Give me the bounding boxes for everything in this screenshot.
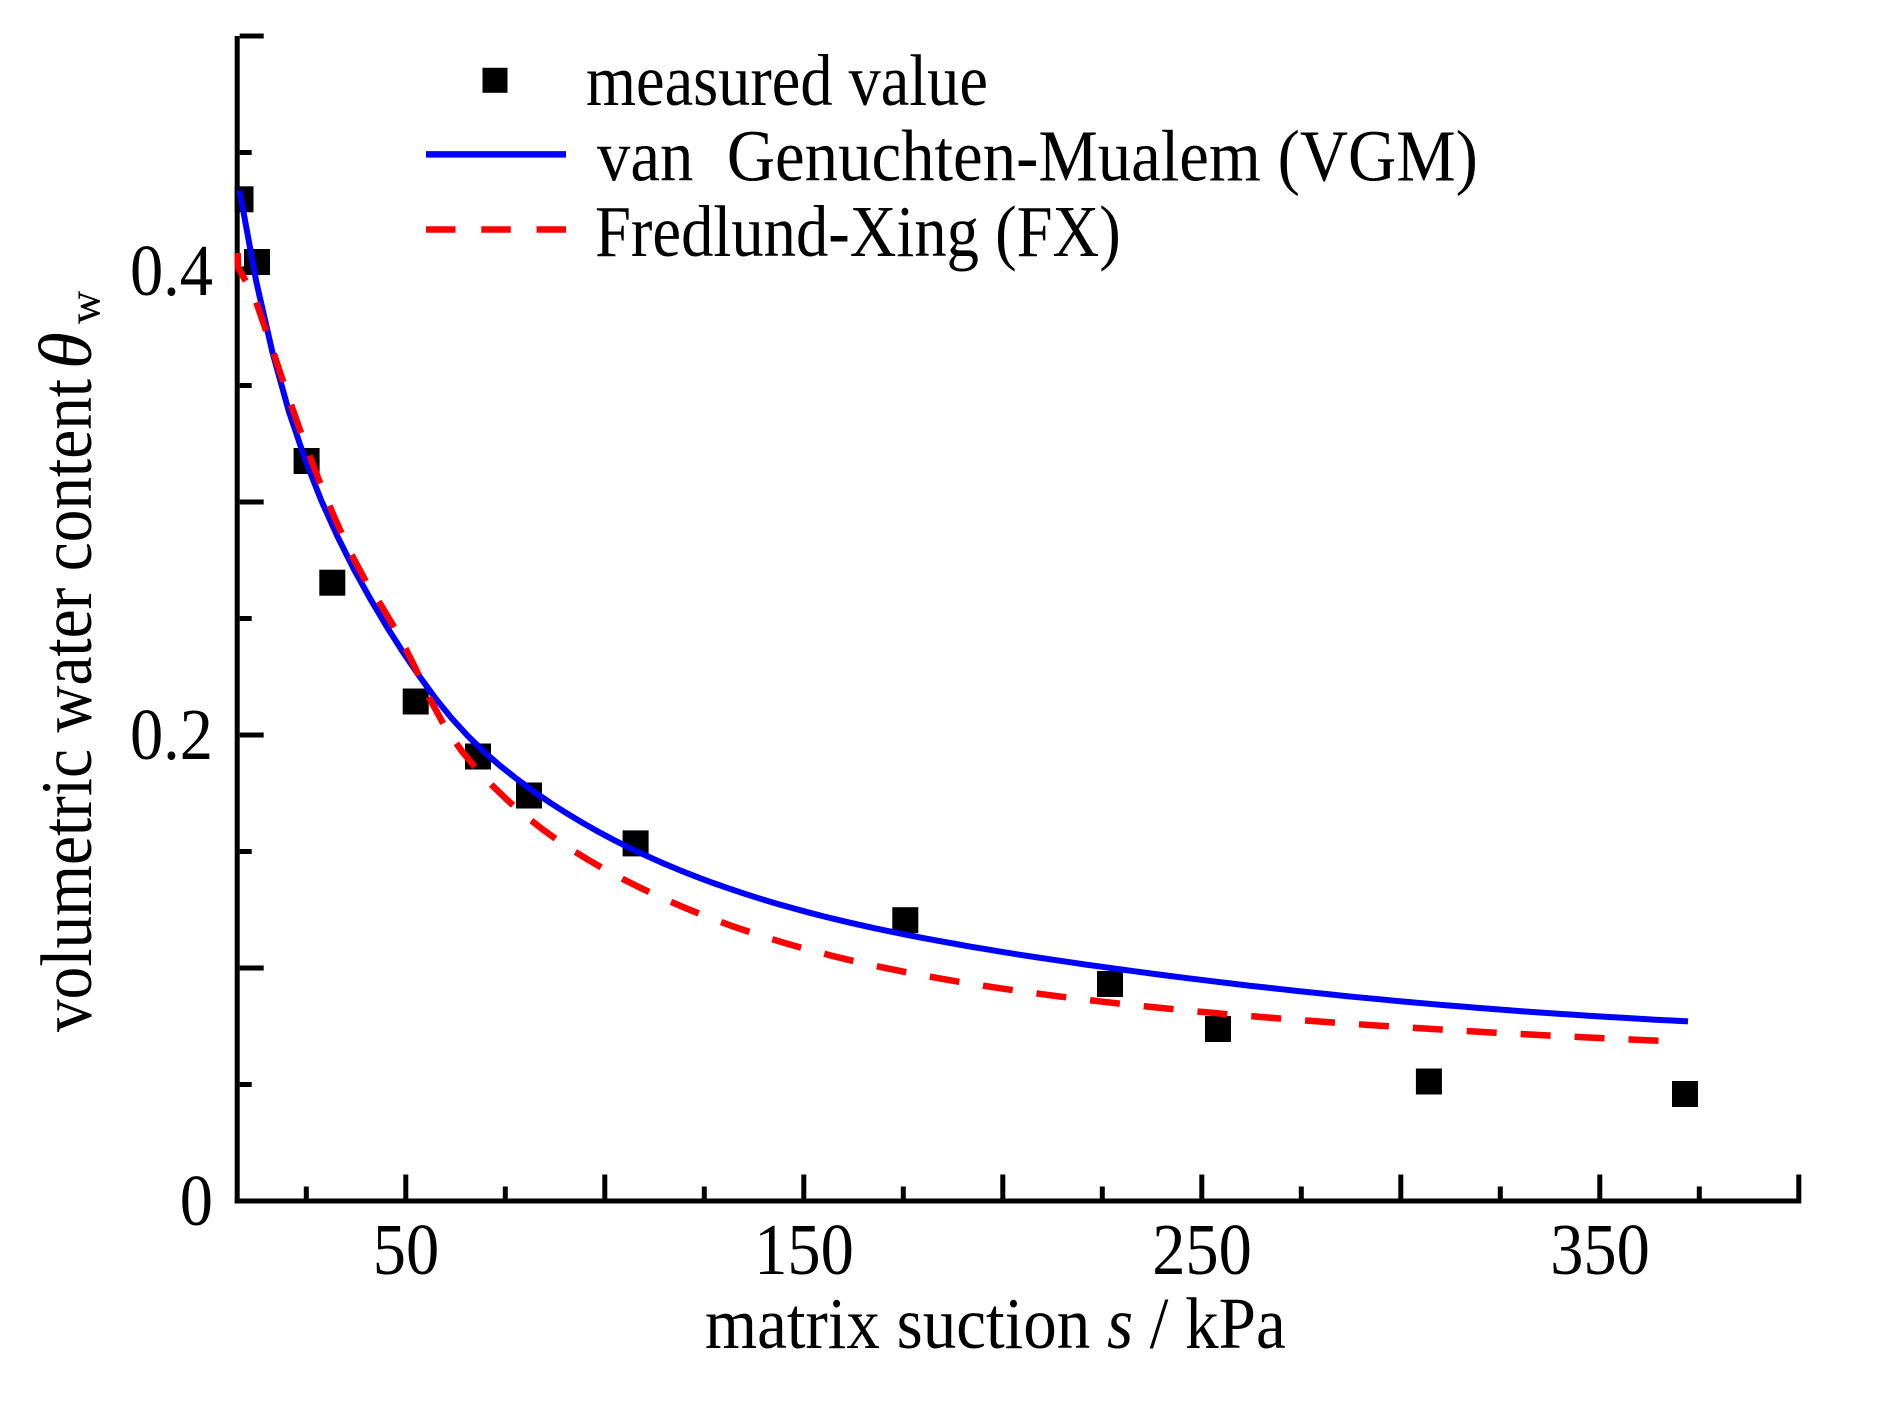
svg-text:350: 350 bbox=[1550, 1210, 1650, 1291]
svg-text:50: 50 bbox=[373, 1210, 439, 1291]
svg-text:measured value: measured value bbox=[586, 40, 988, 121]
svg-text:matrix suction s / kPa: matrix suction s / kPa bbox=[705, 1284, 1286, 1364]
svg-text:150: 150 bbox=[754, 1210, 854, 1291]
svg-text:0.2: 0.2 bbox=[130, 695, 213, 776]
svg-text:θ: θ bbox=[25, 332, 108, 369]
svg-text:0.4: 0.4 bbox=[130, 231, 213, 312]
svg-text:w: w bbox=[59, 290, 110, 324]
svg-text:van Genuchten-Mualem (VGM): van Genuchten-Mualem (VGM) bbox=[597, 117, 1478, 197]
svg-text:250: 250 bbox=[1152, 1210, 1252, 1291]
svg-text:volumetric water content: volumetric water content bbox=[26, 379, 107, 1032]
svg-text:0: 0 bbox=[180, 1161, 213, 1242]
svg-text:Fredlund-Xing (FX): Fredlund-Xing (FX) bbox=[595, 191, 1121, 271]
